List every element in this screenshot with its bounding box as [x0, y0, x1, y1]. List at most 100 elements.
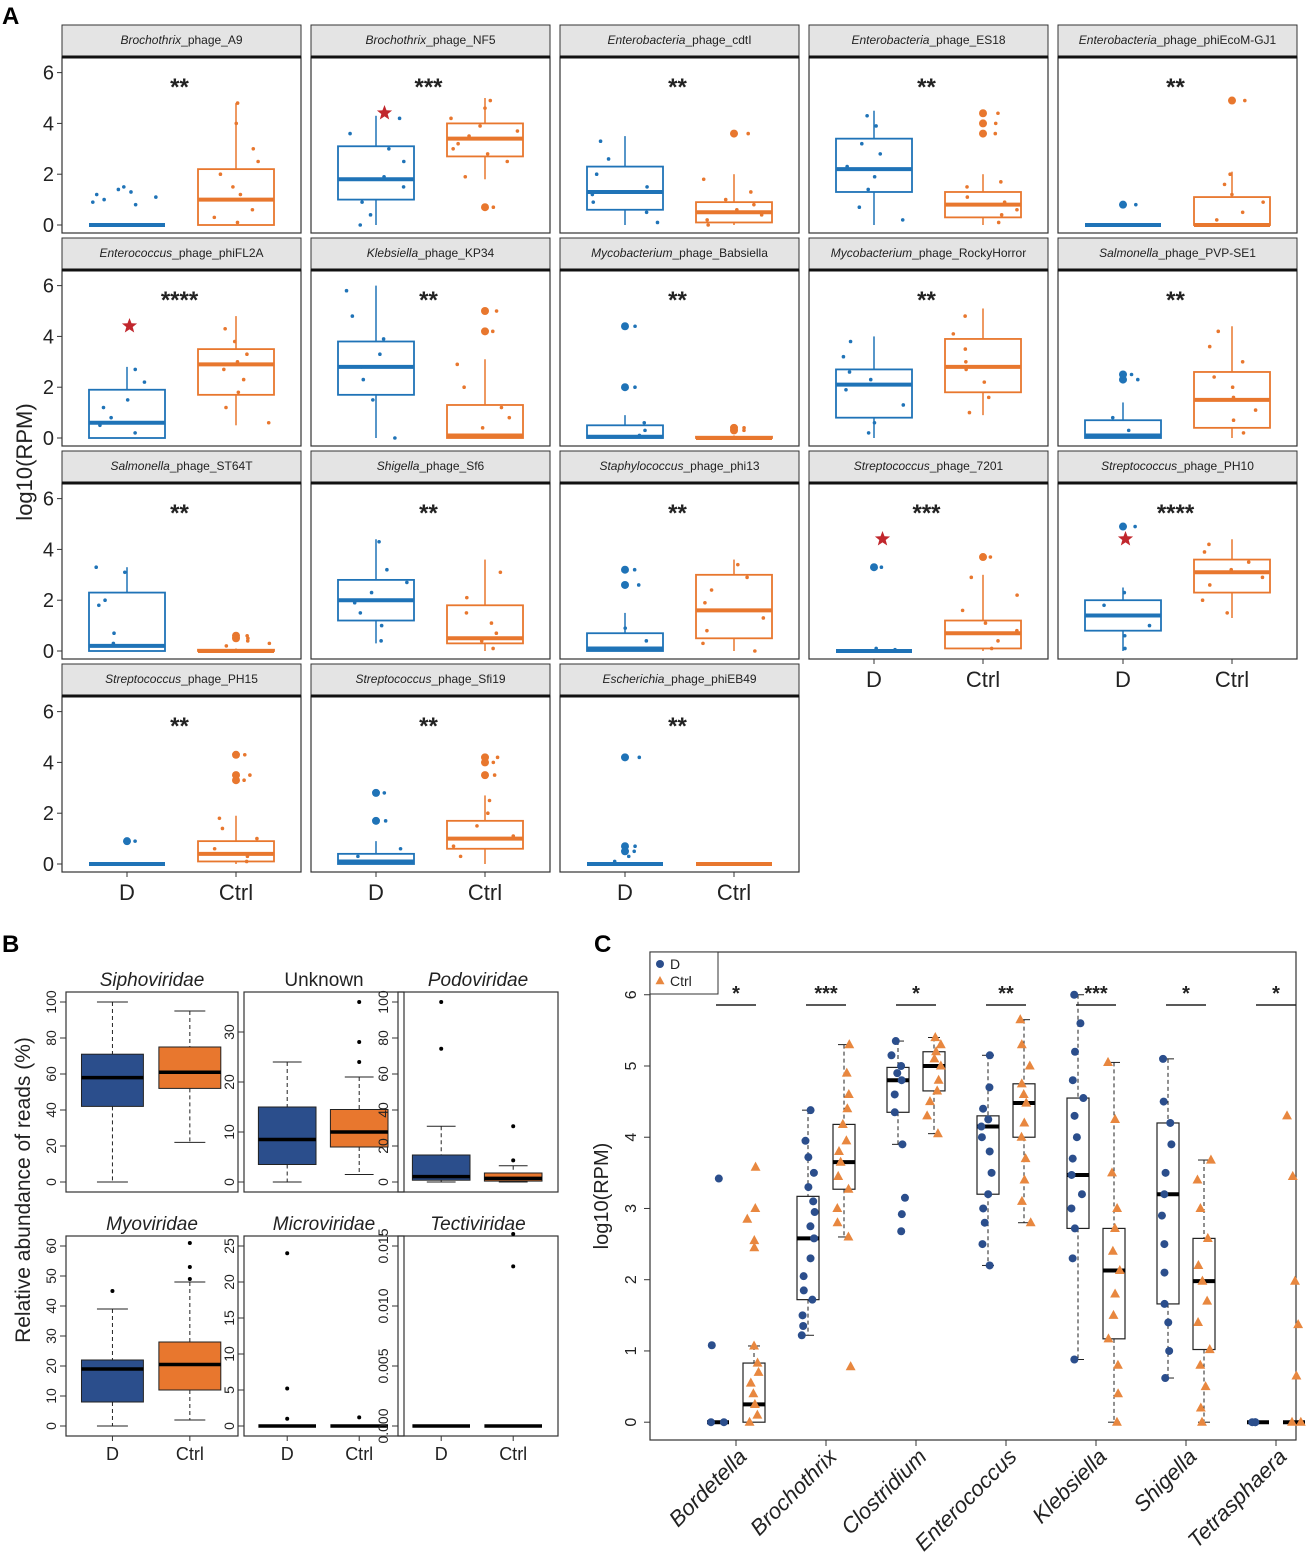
box-d — [836, 563, 912, 653]
box-ctrl — [922, 1031, 946, 1138]
x-tick-label: D — [435, 1444, 448, 1464]
data-point — [809, 1168, 818, 1177]
facet-phage: _phage_RockyHorror — [911, 246, 1026, 260]
box-iqr — [446, 819, 524, 850]
data-point — [931, 1046, 941, 1056]
significance-label: ** — [1166, 287, 1185, 314]
y-tick-label: 2 — [43, 377, 54, 399]
box-iqr — [257, 1106, 317, 1165]
data-point — [1018, 1088, 1029, 1099]
box-iqr — [446, 604, 524, 645]
data-point — [900, 1193, 909, 1202]
data-point — [101, 405, 106, 410]
panel-a: A Brochothrix_phage_A90246**Brochothrix_… — [2, 3, 1298, 905]
data-point — [835, 1156, 846, 1166]
facet-title: Staphylococcus_phage_phi13 — [599, 459, 759, 473]
box-ctrl — [329, 1000, 389, 1175]
outlier-point — [357, 1000, 362, 1004]
x-tick-label: Ctrl — [966, 667, 1000, 692]
y-tick-label: 50 — [43, 1268, 59, 1284]
y-axis-label: Relative abundance of reads (%) — [12, 1037, 35, 1343]
data-point — [845, 1361, 856, 1371]
y-tick-label: 0 — [43, 854, 54, 876]
outlier-point — [1119, 370, 1127, 379]
data-point — [245, 854, 250, 859]
data-point — [1159, 1097, 1168, 1106]
facet-tectiviridae: Tectiviridae 0.000 0.005 0.010 0.015 D Ctrl — [375, 1214, 559, 1464]
facet-title: Streptococcus_phage_PH15 — [105, 672, 258, 686]
box-d — [586, 322, 664, 439]
y-tick-label: 4 — [43, 752, 54, 774]
facet-plot-area — [61, 482, 302, 660]
box-d — [835, 336, 913, 438]
data-point — [109, 415, 113, 420]
x-tick-label: D — [106, 1444, 119, 1464]
data-point — [1015, 628, 1019, 633]
significance-label: *** — [814, 983, 838, 1005]
data-point — [1207, 542, 1211, 547]
data-point — [133, 202, 138, 207]
data-point — [857, 205, 862, 210]
data-point — [223, 326, 227, 331]
data-point — [929, 1053, 940, 1063]
data-point — [1287, 1170, 1298, 1180]
data-point — [797, 1331, 806, 1340]
facet-strip — [61, 24, 302, 58]
data-point — [350, 314, 355, 318]
data-point — [103, 598, 107, 603]
data-point — [891, 1037, 900, 1046]
data-point — [987, 1168, 996, 1177]
facet-staphylococcus_phage_phi13: Staphylococcus_phage_phi13 ** — [559, 450, 800, 660]
y-tick-label: 80 — [375, 1030, 391, 1046]
box-ctrl — [483, 1124, 543, 1183]
data-point — [250, 207, 255, 212]
data-point — [965, 195, 970, 199]
facet-phage: _phage_ES18 — [928, 33, 1005, 47]
data-point — [511, 834, 516, 838]
box-d — [80, 1001, 144, 1183]
box-ctrl — [1192, 1154, 1216, 1426]
outlier-point — [439, 1000, 444, 1004]
box-ctrl — [446, 559, 524, 651]
data-point — [344, 288, 349, 293]
facet-escherichia_phage_phieb49: Escherichia_phage_phiEB49 ** D Ctrl — [559, 663, 800, 905]
data-point — [455, 362, 460, 367]
data-point — [1077, 1190, 1086, 1199]
data-point — [1231, 418, 1236, 423]
data-point — [463, 174, 468, 179]
data-point — [1016, 1131, 1027, 1141]
data-point — [982, 380, 987, 384]
data-point — [385, 567, 389, 572]
y-tick-label: 0.000 — [375, 1408, 391, 1443]
facet-genus: Mycobacterium — [831, 246, 912, 260]
data-point — [479, 639, 484, 643]
box-ctrl — [695, 559, 773, 653]
data-point — [449, 116, 453, 121]
box-d — [257, 1061, 317, 1183]
facet-plot-area — [397, 991, 559, 1193]
data-point — [1160, 1268, 1169, 1277]
facet-genus: Streptococcus — [1101, 459, 1177, 473]
box-ctrl — [1102, 1056, 1126, 1426]
data-point — [478, 124, 482, 128]
data-point — [1112, 1202, 1123, 1213]
data-point — [475, 824, 479, 828]
data-point — [1108, 1309, 1119, 1319]
data-point — [590, 192, 595, 197]
data-point — [382, 174, 386, 179]
data-point — [232, 339, 237, 344]
data-point — [714, 1174, 723, 1183]
data-point — [1160, 1240, 1169, 1249]
data-point — [245, 352, 249, 356]
data-point — [245, 633, 249, 638]
data-point — [804, 1153, 813, 1162]
data-point — [612, 859, 617, 864]
data-point — [1230, 385, 1235, 390]
x-tick-label: Shigella — [1129, 1444, 1202, 1517]
y-tick-label: 30 — [221, 1024, 237, 1040]
data-point — [1076, 1019, 1085, 1028]
box-iqr — [835, 368, 913, 419]
data-point — [1159, 1054, 1168, 1063]
y-tick-label: 1 — [623, 1346, 640, 1355]
data-point — [1195, 1359, 1206, 1369]
